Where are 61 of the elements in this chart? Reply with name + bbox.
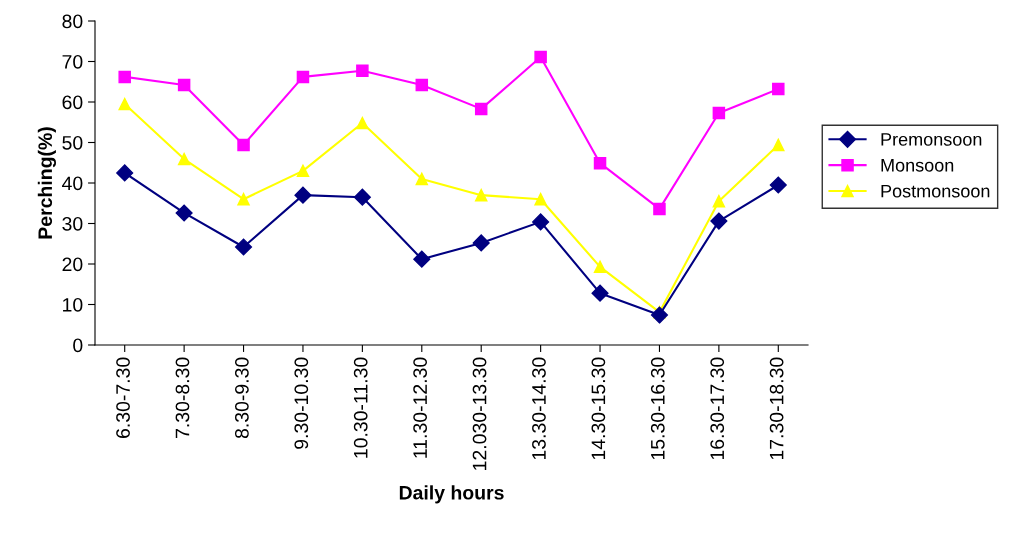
- legend-label: Postmonsoon: [881, 184, 990, 198]
- x-tick-label: 14.30-15.30: [591, 357, 606, 460]
- y-tick-label: 10: [63, 297, 83, 312]
- point: [593, 156, 607, 170]
- point: [118, 97, 131, 111]
- x-tick-label: 16.30-17.30: [710, 357, 725, 460]
- point: [772, 82, 785, 96]
- point: [356, 116, 369, 130]
- x-tick-label: 10.30-11.30: [353, 357, 368, 458]
- point: [294, 186, 312, 204]
- point: [474, 188, 488, 202]
- point: [710, 212, 728, 230]
- x-tick-label: 11.30-12.30: [413, 357, 428, 458]
- point: [296, 164, 310, 178]
- point: [534, 192, 547, 206]
- x-tick-label: 15.30-16.30: [650, 357, 665, 460]
- point: [474, 102, 488, 116]
- point: [356, 64, 369, 78]
- point: [413, 250, 431, 268]
- point: [472, 234, 490, 252]
- y-tick-label: 0: [73, 338, 83, 353]
- y-tick-label: 30: [62, 216, 83, 231]
- x-tick-label: 12.030-13.30: [472, 357, 487, 470]
- y-axis-title: Perching(%): [37, 127, 57, 239]
- point: [769, 176, 787, 194]
- y-tick-label: 20: [62, 257, 83, 272]
- point: [353, 188, 371, 206]
- point: [653, 202, 666, 216]
- point: [296, 70, 310, 84]
- point: [534, 50, 547, 64]
- x-tick-label: 6.30-7.30: [116, 357, 130, 438]
- y-tick-label: 50: [62, 135, 83, 150]
- legend-label: Premonsoon: [881, 133, 982, 146]
- point: [234, 238, 253, 256]
- point: [650, 306, 669, 324]
- y-tick-label: 60: [62, 95, 83, 110]
- x-tick-label: 7.30-8.30: [175, 357, 190, 438]
- point: [593, 260, 607, 274]
- point: [415, 78, 429, 92]
- point: [177, 78, 191, 92]
- point: [415, 172, 429, 186]
- point: [237, 192, 250, 206]
- point: [591, 284, 609, 302]
- y-tick-label: 80: [62, 14, 83, 29]
- point: [712, 106, 726, 120]
- point: [116, 164, 134, 182]
- x-tick-label: 17.30-18.30: [769, 357, 784, 460]
- x-axis-title: Daily hours: [399, 485, 504, 504]
- point: [532, 213, 550, 231]
- point: [118, 70, 131, 84]
- x-tick-label: 13.30-14.30: [532, 357, 546, 460]
- point: [175, 204, 193, 222]
- y-tick-label: 70: [62, 54, 83, 69]
- point: [237, 138, 250, 152]
- x-tick-label: 9.30-10.30: [294, 357, 309, 449]
- point: [772, 138, 785, 152]
- legend-label: Monsoon: [881, 159, 954, 172]
- x-tick-label: 8.30-9.30: [234, 357, 249, 439]
- point: [177, 152, 191, 166]
- y-tick-label: 40: [62, 176, 83, 191]
- point: [712, 194, 726, 208]
